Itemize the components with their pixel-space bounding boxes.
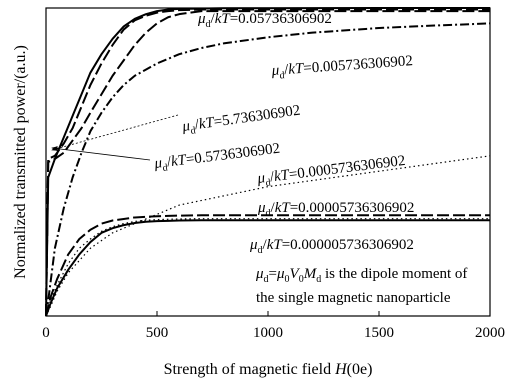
series-line-1 xyxy=(45,8,490,317)
series-line-0 xyxy=(45,7,490,317)
series-line-3 xyxy=(45,10,490,317)
series-line-6 xyxy=(45,219,490,317)
annotation-arrow-0p57 xyxy=(51,146,151,161)
note-line-1: μd=μ0V0Md is the dipole moment of xyxy=(255,266,467,285)
x-tick-label-2: 1000 xyxy=(253,325,283,341)
annotation-kt-0p000057: μd/kT=0.00005736306902 xyxy=(257,200,414,219)
x-axis-label: Strength of magnetic field H(0e) xyxy=(164,361,373,378)
annotation-arrow-5p7 xyxy=(51,114,179,151)
annotation-kt-0p00057: μd/kT=0.0005736306902 xyxy=(256,153,407,190)
annotation-kt-0p057: μd/kT=0.05736306902 xyxy=(197,11,332,30)
y-axis-label: Normalized transmitted power/(a.u.) xyxy=(12,45,29,279)
annotation-kt-5p7: μd/kT=5.736306902 xyxy=(180,103,301,139)
annotation-kt-0p0057: μd/kT=0.005736306902 xyxy=(270,53,413,82)
x-tick-label-1: 500 xyxy=(146,325,169,341)
note-line-2: the single magnetic nanoparticle xyxy=(256,290,451,306)
x-tick-label-4: 2000 xyxy=(475,325,505,341)
series-layer xyxy=(45,7,491,317)
series-line-4 xyxy=(45,155,491,317)
annotation-kt-0p0000057: μd/kT=0.000005736306902 xyxy=(249,237,414,256)
x-tick-label-3: 1500 xyxy=(364,325,394,341)
series-line-5 xyxy=(45,214,490,317)
series-line-2 xyxy=(45,22,491,317)
x-axis-ticks: 0 500 1000 1500 2000 xyxy=(42,311,505,341)
x-tick-label-0: 0 xyxy=(42,325,50,341)
series-line-7 xyxy=(45,218,490,317)
